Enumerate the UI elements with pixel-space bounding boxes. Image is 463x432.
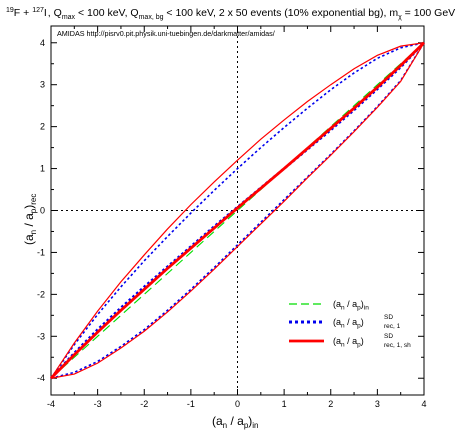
xlabel-open: (a [212,414,223,428]
y-tick-label-2: -2 [37,289,45,299]
ylabel-mid: / a [22,213,36,230]
x-axis-label: (an / ap)in [212,414,259,430]
title-q1: Q [54,7,62,19]
legend-in-n-sub: n [341,305,345,312]
ylabel-p-sub: p [29,208,38,213]
title-q1-sub: max [62,14,76,21]
legend: (an / ap)in (an / ap) SD rec, 1 (an / ap… [289,299,411,349]
legend-rec1-sup: SD [384,314,393,321]
x-tick-label-1: -3 [94,399,102,409]
legend-label-rec1: (an / ap) [333,317,364,330]
legend-rec1-mid: / a [345,317,358,327]
series-rec1-upper [50,41,425,379]
title-mass-2: 127 [32,7,44,14]
title-q1-rest: < 100 keV, [75,7,130,19]
y-tick-label-0: -4 [37,373,45,383]
legend-rec1sh-open: (a [333,336,341,346]
series-group [50,41,425,380]
legend-in-open: (a [333,299,341,309]
y-tick-label-6: 2 [40,122,45,132]
legend-label-in: (an / ap)in [333,299,369,312]
title-sep: , [48,7,54,19]
x-tick-label-6: 2 [328,399,333,409]
amidas-annotation: AMIDAS http://pisrv0.pit.physik.uni-tueb… [57,29,275,38]
legend-rec1sh-p-sub: p [357,342,361,349]
title-m-rest: = 100 GeV [402,7,455,19]
axis-ticks: -4 -3 -2 -1 0 1 2 3 4 -4 -3 -2 -1 0 1 2 3 4 [37,26,427,409]
ylabel-suffix: rec [29,194,38,205]
legend-rec1-close: ) [361,317,364,327]
x-tick-label-5: 1 [282,399,287,409]
legend-rec1-p-sub: p [357,323,361,330]
title-q2-rest: < 100 keV, 2 x 50 events (10% exponentia… [164,7,390,19]
ylabel-close: ) [22,205,36,209]
legend-in-p-sub: p [357,305,361,312]
legend-label-rec1sh: (an / ap) [333,336,364,349]
y-tick-label-4: 0 [40,206,45,216]
legend-rec1-sub: rec, 1 [384,323,401,330]
title-m: m [389,7,398,19]
legend-rec1sh-sub: rec, 1, sh [384,342,411,349]
series-rec1sh-lower [50,42,425,379]
x-tick-label-4: 0 [235,399,240,409]
title-q2-sub: max, bg [139,14,164,21]
chart-title: 19F + 127I, Qmax < 100 keV, Qmax, bg < 1… [6,7,455,21]
legend-rec1sh-n-sub: n [341,342,345,349]
title-plus: + [20,7,32,19]
legend-in-close: ) [361,299,364,309]
y-axis-label: (an / ap)rec [22,194,38,245]
ylabel-n-sub: n [29,230,38,234]
title-element-2: I [44,7,47,19]
series-rec1sh-upper [50,42,425,379]
xlabel-p-sub: p [244,421,249,430]
y-tick-label-7: 3 [40,80,45,90]
legend-rec1sh-close: ) [361,336,364,346]
title-element-1: F [14,7,20,19]
y-tick-label-8: 4 [40,38,45,48]
legend-rec1-open: (a [333,317,341,327]
title-m-sub: χ [398,14,402,21]
x-tick-label-0: -4 [47,399,55,409]
title-mass-1: 19 [6,7,14,14]
legend-rec1-n-sub: n [341,323,345,330]
xlabel-close: ) [248,414,252,428]
x-tick-label-8: 4 [421,399,426,409]
series-rec1sh-values [50,41,425,380]
legend-in-mid: / a [345,299,358,309]
x-tick-label-3: -1 [187,399,195,409]
legend-rec1sh-sup: SD [384,333,393,340]
y-tick-label-3: -1 [37,247,45,257]
x-tick-label-2: -2 [140,399,148,409]
ylabel-open: (a [22,234,36,245]
xlabel-suffix: in [252,421,258,430]
y-tick-label-1: -3 [37,331,45,341]
legend-in-sub: in [364,305,369,312]
xlabel-n-sub: n [223,421,227,430]
legend-rec1sh-mid: / a [345,336,358,346]
y-tick-label-5: 1 [40,164,45,174]
x-tick-label-7: 3 [375,399,380,409]
xlabel-mid: / a [227,414,244,428]
title-q2: Q [130,7,138,19]
